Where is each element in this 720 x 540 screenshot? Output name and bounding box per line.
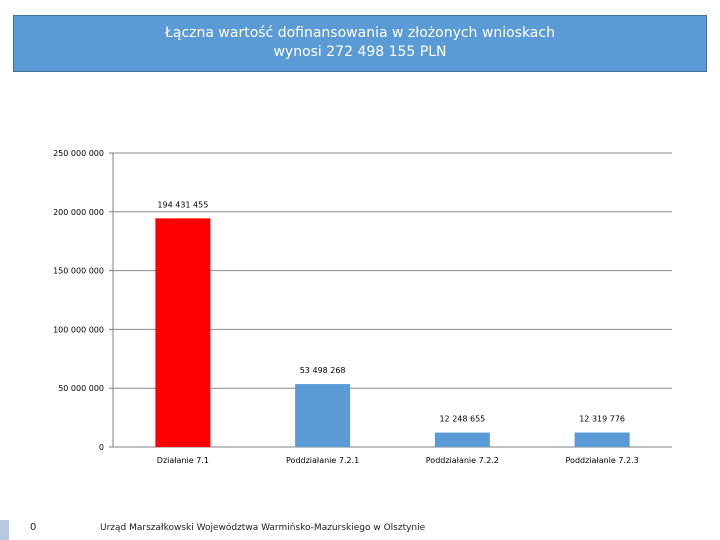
y-tick-label: 150 000 000 bbox=[53, 267, 104, 276]
x-tick-label: Poddziałanie 7.2.3 bbox=[566, 456, 639, 465]
y-tick-label: 200 000 000 bbox=[53, 208, 104, 217]
y-tick-label: 0 bbox=[99, 443, 104, 452]
bar-3 bbox=[434, 432, 490, 447]
y-tick-label: 100 000 000 bbox=[53, 325, 104, 334]
data-label: 194 431 455 bbox=[157, 200, 208, 209]
page-number: 0 bbox=[30, 522, 37, 533]
chart-title-line-2: wynosi 272 498 155 PLN bbox=[273, 44, 447, 60]
bar-1 bbox=[155, 218, 211, 447]
bar-2 bbox=[295, 384, 351, 447]
x-tick-label: Poddziałanie 7.2.2 bbox=[426, 456, 499, 465]
data-label: 12 248 655 bbox=[439, 415, 485, 424]
data-label: 12 319 776 bbox=[579, 415, 625, 424]
data-label: 53 498 268 bbox=[300, 366, 346, 375]
footer-institution: Urząd Marszałkowski Województwa Warmińsk… bbox=[100, 523, 426, 533]
y-tick-label: 50 000 000 bbox=[58, 384, 104, 393]
y-tick-label: 250 000 000 bbox=[53, 149, 104, 158]
x-tick-label: Poddziałanie 7.2.1 bbox=[286, 456, 359, 465]
bar-chart: 0 50 000 000 100 000 000 150 000 000 200 000… bbox=[53, 149, 672, 465]
x-tick-label: Działanie 7.1 bbox=[157, 456, 209, 465]
chart-title-box: Łączna wartość dofinansowania w złożonyc… bbox=[13, 15, 707, 72]
footer-accent-strip bbox=[0, 520, 9, 540]
chart-title-line-1: Łączna wartość dofinansowania w złożonyc… bbox=[165, 25, 555, 41]
footer: 0 Urząd Marszałkowski Województwa Warmiń… bbox=[0, 518, 720, 540]
bar-4 bbox=[574, 432, 630, 447]
